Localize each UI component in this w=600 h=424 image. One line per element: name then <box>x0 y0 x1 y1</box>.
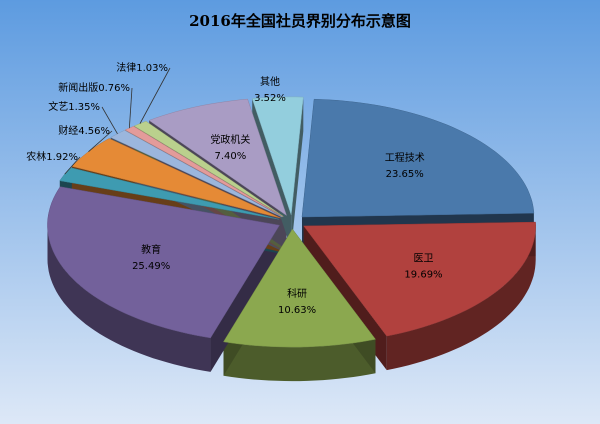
slice-edge <box>291 97 304 249</box>
leader-line <box>101 106 118 135</box>
category-label: 新闻出版 <box>58 81 98 94</box>
category-label: 财经 <box>58 124 78 137</box>
value-label: 25.49% <box>132 261 170 272</box>
value-label: 3.52% <box>254 93 286 104</box>
data-label: 财经4.56% <box>58 124 110 137</box>
category-label: 工程技术 <box>385 151 425 164</box>
category-label: 党政机关 <box>210 133 250 146</box>
pie-labels: 工程技术 23.65% 医卫 19.69% 科研 10.63% 教育 25.49% 农林1.92… <box>26 61 442 316</box>
slice <box>251 96 304 215</box>
value-label: 19.69% <box>404 269 442 280</box>
data-label: 新闻出版0.76% <box>58 81 130 94</box>
value-label: 7.40% <box>214 151 246 162</box>
value-label: 10.63% <box>278 305 316 316</box>
category-label: 科研 <box>287 287 307 300</box>
category-label: 其他 <box>260 75 280 88</box>
slice <box>148 98 288 217</box>
leader-line <box>139 67 171 124</box>
slice <box>301 98 535 218</box>
slice-side <box>386 225 536 371</box>
category-label: 法律 <box>116 61 136 74</box>
value-label: 4.56% <box>78 126 110 137</box>
data-label: 文艺1.35% <box>48 100 100 113</box>
category-label: 农林 <box>26 150 46 163</box>
slice-side <box>47 225 211 372</box>
value-label: 0.76% <box>98 83 130 94</box>
chart-title: 2016年全国社员界别分布示意图 <box>189 12 411 30</box>
category-label: 文艺 <box>48 100 68 113</box>
slice-side <box>223 339 376 382</box>
value-label: 1.35% <box>68 102 100 113</box>
data-label: 农林1.92% <box>26 150 78 163</box>
category-label: 教育 <box>141 243 161 256</box>
leader-line <box>64 156 81 175</box>
slice <box>47 186 280 339</box>
pie-tops <box>47 96 536 348</box>
slice <box>303 221 536 337</box>
category-label: 医卫 <box>413 252 433 264</box>
leader-line <box>128 87 133 129</box>
slice <box>223 228 376 348</box>
leader-line <box>88 130 113 153</box>
value-label: 1.92% <box>46 152 78 163</box>
value-label: 1.03% <box>136 63 168 74</box>
value-label: 23.65% <box>386 169 424 180</box>
data-label: 法律1.03% <box>116 61 168 74</box>
